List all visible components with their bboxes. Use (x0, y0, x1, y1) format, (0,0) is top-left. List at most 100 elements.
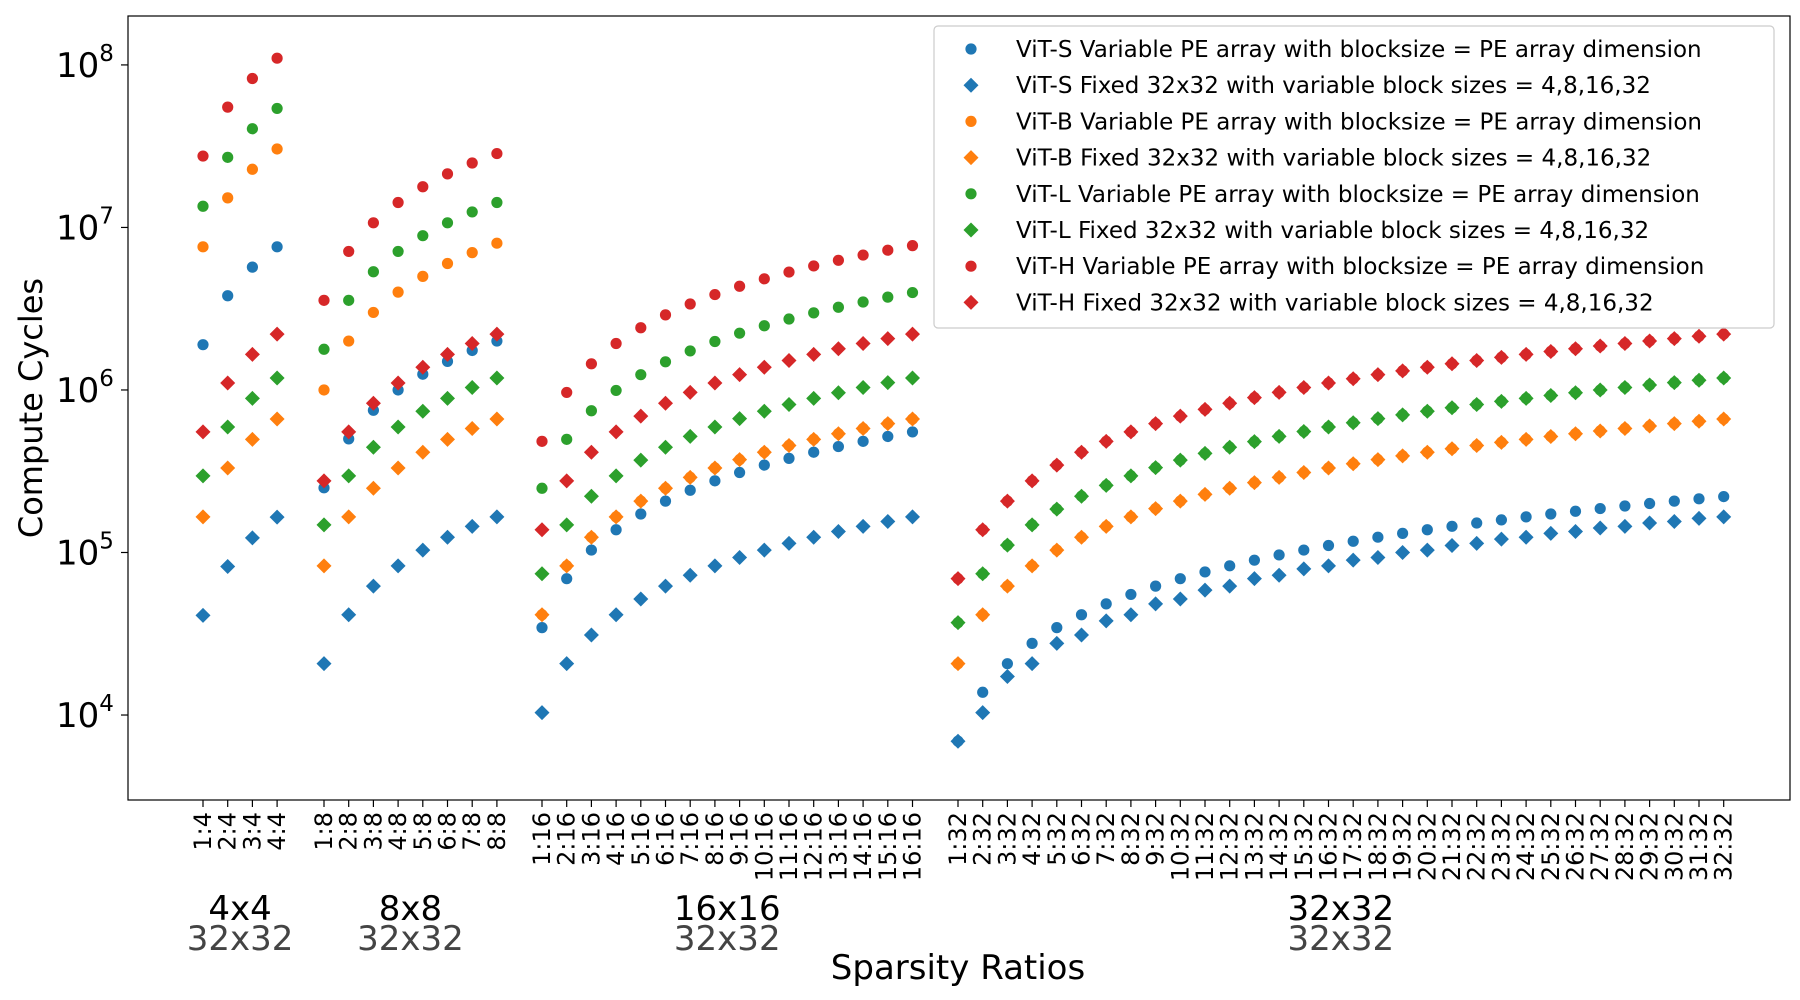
data-point (1074, 488, 1089, 504)
x-tick-label: 23:32 (1487, 812, 1515, 881)
data-point (343, 245, 355, 258)
x-tick-label: 3:16 (577, 812, 605, 866)
x-tick-label: 5:16 (627, 812, 655, 866)
data-point (857, 296, 869, 308)
data-point (1172, 591, 1188, 607)
data-point (1296, 380, 1312, 396)
legend-marker (963, 294, 979, 310)
data-point (905, 509, 920, 525)
data-point (269, 411, 285, 427)
data-point (585, 405, 598, 417)
data-point (806, 346, 822, 362)
legend-marker (965, 115, 977, 127)
data-point (1248, 554, 1260, 566)
legend-marker (963, 150, 979, 166)
x-tick-label: 5:32 (1043, 812, 1071, 866)
data-point (1495, 514, 1507, 526)
legend-frame (933, 25, 1775, 329)
data-point (1471, 517, 1483, 529)
data-point (318, 384, 330, 396)
data-point (244, 346, 260, 362)
data-point (1493, 393, 1509, 409)
data-point (222, 101, 234, 113)
data-point (1026, 637, 1038, 649)
data-point (316, 473, 332, 489)
x-tick-label: 1:8 (310, 812, 338, 851)
data-point (1395, 544, 1411, 560)
x-tick-label: 10:32 (1166, 812, 1194, 881)
data-point (536, 482, 548, 494)
data-point (583, 444, 599, 460)
data-point (999, 578, 1015, 594)
data-point (659, 356, 672, 368)
series-vit-s-diamond (195, 509, 1732, 749)
data-point (999, 669, 1015, 685)
data-point (195, 607, 211, 623)
data-point (709, 475, 721, 487)
x-tick-label: 6:8 (434, 812, 462, 851)
x-tick-label: 7:32 (1092, 812, 1120, 866)
data-point (195, 424, 211, 440)
data-point (195, 468, 211, 484)
x-tick-label: 11:16 (775, 812, 803, 881)
data-point (633, 591, 649, 607)
data-point (1446, 520, 1458, 532)
data-point (489, 370, 505, 386)
legend-marker (963, 222, 979, 238)
data-point (783, 452, 795, 464)
data-point (222, 151, 234, 163)
data-point (365, 439, 381, 455)
data-point (1592, 338, 1608, 354)
x-tick-label: 26:32 (1562, 812, 1590, 881)
data-point (808, 260, 820, 272)
data-point (806, 431, 822, 447)
data-point (1370, 550, 1386, 566)
data-point (1691, 372, 1707, 388)
data-point (1493, 531, 1509, 547)
data-point (1172, 452, 1188, 468)
data-point (1024, 558, 1040, 574)
x-tick-label: 15:32 (1290, 812, 1318, 881)
data-point (440, 529, 455, 545)
data-point (734, 466, 746, 479)
x-tick-label: 3:8 (359, 812, 387, 851)
data-point (1321, 419, 1336, 435)
x-tick-label: 1:16 (528, 812, 556, 866)
data-point (1271, 428, 1287, 444)
data-point (659, 495, 672, 507)
data-point (1592, 423, 1608, 439)
data-point (781, 535, 797, 551)
data-point (1493, 349, 1509, 365)
data-point (392, 245, 404, 258)
legend-label: ViT-H Variable PE array with blocksize =… (1016, 254, 1704, 280)
data-point (1395, 448, 1411, 464)
data-point (1619, 500, 1631, 512)
data-point (1100, 598, 1112, 610)
data-point (583, 529, 599, 545)
data-point (561, 386, 573, 399)
data-point (489, 411, 505, 427)
group-label-variable-pe: 32x32 (1288, 889, 1395, 929)
series-vit-s-circle (197, 241, 1730, 747)
data-point (880, 375, 896, 391)
data-point (855, 420, 871, 436)
data-point (1123, 424, 1139, 440)
data-point (781, 353, 797, 369)
data-point (732, 411, 748, 427)
data-point (246, 163, 258, 175)
data-point (1543, 428, 1559, 444)
data-point (1051, 622, 1063, 634)
x-tick-label: 20:32 (1413, 812, 1441, 881)
x-tick-label: 14:16 (849, 812, 877, 881)
data-point (441, 217, 454, 229)
data-point (1370, 367, 1386, 383)
data-point (536, 435, 548, 447)
data-point (271, 241, 283, 253)
data-point (608, 607, 624, 623)
data-point (1024, 656, 1040, 672)
data-point (1197, 582, 1213, 598)
data-point (1150, 580, 1162, 592)
data-point (1197, 445, 1213, 461)
x-tick-label: 8:8 (483, 812, 511, 851)
